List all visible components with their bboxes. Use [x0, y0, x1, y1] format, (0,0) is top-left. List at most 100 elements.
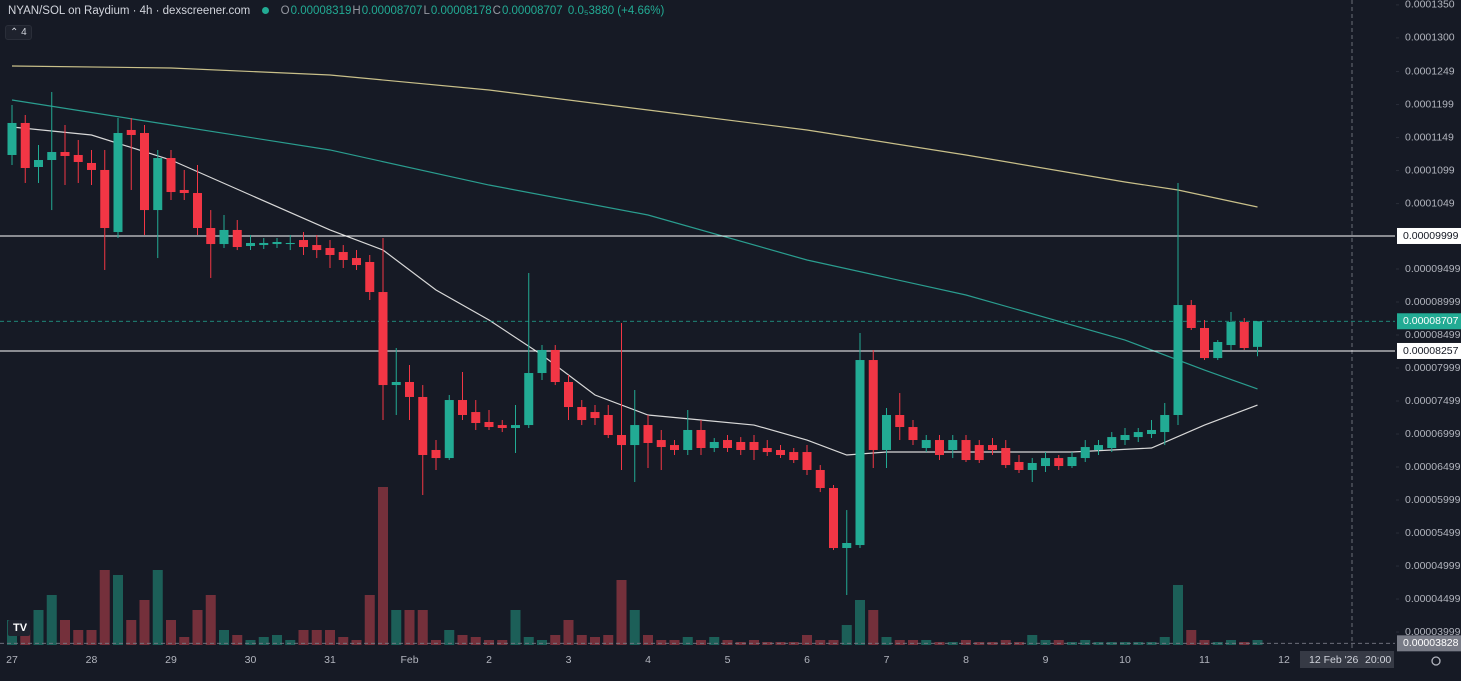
volume-bar — [46, 595, 57, 645]
volume-bar — [431, 640, 441, 645]
candle-body — [776, 449, 785, 456]
volume-bar — [590, 637, 600, 645]
candle-body — [762, 448, 772, 453]
volume-bar — [1159, 637, 1170, 645]
volume-bar — [656, 640, 667, 645]
volume-bar — [629, 610, 640, 645]
candle-body — [1133, 432, 1143, 438]
candle-body — [709, 442, 719, 449]
ohlc-value: 0.00008319 — [290, 5, 352, 17]
price-line-label: 0.00008257 — [1403, 345, 1459, 357]
volume-bar — [550, 635, 561, 645]
candle-body — [1253, 321, 1262, 347]
y-tick-label: 0.00007499 — [1405, 395, 1461, 407]
candle-body — [365, 261, 375, 293]
candle-body — [378, 292, 388, 386]
x-tick-label: 31 — [324, 654, 336, 666]
indicators-toggle[interactable]: ⌃ 4 — [5, 25, 32, 40]
low-marker-label-bg — [1397, 635, 1461, 652]
candle-body — [511, 425, 520, 429]
volume-bar — [855, 600, 865, 645]
candle-body — [524, 373, 534, 426]
price-line-label-bg — [1397, 227, 1461, 244]
ohlc-value: 0.00008707 — [361, 5, 423, 17]
volume-bar — [232, 635, 243, 645]
candle-body — [285, 242, 295, 245]
volume-bar — [33, 610, 44, 645]
y-tick-label: 0.00009499 — [1405, 263, 1461, 275]
x-tick-label: 6 — [804, 654, 810, 666]
candle-body — [630, 425, 640, 446]
volume-bar — [245, 640, 256, 645]
candle-body — [988, 445, 997, 450]
candle-body — [73, 154, 83, 162]
candle-body — [643, 425, 653, 443]
candle-body — [1173, 305, 1183, 416]
candle-body — [1147, 429, 1156, 435]
candle-body — [7, 122, 17, 155]
settings-icon[interactable] — [1431, 656, 1441, 666]
volume-bar — [444, 630, 455, 645]
volume-bar — [1106, 642, 1117, 645]
volume-bar — [325, 630, 335, 645]
volume-bar — [1212, 642, 1223, 645]
moving-average — [11, 99, 1258, 390]
plot — [0, 92, 1395, 644]
x-tick-label: 28 — [86, 654, 98, 666]
volume-bar — [1133, 642, 1144, 645]
candle-body — [1027, 462, 1037, 470]
volume-bar — [285, 640, 296, 645]
candle-body — [789, 452, 799, 461]
y-tick-label: 0.0001300 — [1405, 32, 1455, 44]
candle-body — [802, 452, 812, 470]
ohlc-label: C — [492, 5, 501, 17]
volume-bar — [523, 637, 534, 645]
candle-body — [126, 129, 136, 135]
candle-body — [550, 349, 560, 382]
volume-bar — [722, 640, 733, 645]
candle-body — [656, 440, 666, 448]
candle-body — [882, 415, 891, 450]
candle-body — [431, 449, 441, 459]
volume-bar — [20, 630, 31, 645]
candle-body — [564, 381, 573, 408]
y-tick-label: 0.00008999 — [1405, 296, 1461, 308]
candle-body — [246, 242, 255, 247]
volume-bar — [682, 637, 693, 645]
y-tick-label: 0.00006499 — [1405, 461, 1461, 473]
candle-body — [1120, 435, 1130, 441]
svg-text:TV: TV — [13, 622, 28, 634]
candle-body — [1226, 321, 1236, 346]
candle-body — [855, 360, 865, 546]
ohlc-value: 0.00008707 — [501, 5, 563, 17]
candle-body — [1067, 456, 1077, 467]
volume-bar — [258, 637, 269, 645]
crosshair-label-bg — [1300, 651, 1394, 668]
volume-bar — [537, 640, 547, 645]
volume-bar — [219, 630, 229, 645]
candle-body — [935, 440, 944, 456]
header: NYAN/SOL on Raydium · 4h · dexscreener.c… — [8, 5, 665, 17]
volume-bar — [378, 487, 388, 645]
price-line-label-bg — [1397, 342, 1461, 359]
y-tick-label: 0.0001099 — [1405, 164, 1455, 176]
candle-body — [87, 162, 96, 170]
volume-bar — [616, 580, 627, 645]
volume-bar — [126, 620, 137, 645]
candle-body — [1041, 458, 1050, 467]
candle-body — [140, 133, 149, 211]
volume-bar — [868, 610, 879, 645]
y-tick-label: 0.00005499 — [1405, 527, 1461, 539]
volume-bar — [1093, 642, 1104, 645]
chart-title: NYAN/SOL on Raydium · 4h · dexscreener.c… — [8, 5, 251, 17]
y-tick-label: 0.00006999 — [1405, 428, 1461, 440]
moving-average — [11, 65, 1258, 208]
volume-bar — [1199, 640, 1210, 645]
candle-body — [312, 245, 322, 251]
candle-body — [325, 247, 335, 255]
tradingview-logo: TV — [8, 620, 30, 636]
volume-bar — [457, 635, 468, 645]
volume-bar — [1252, 640, 1263, 645]
change: 0.0₅3880 (+4.66%) — [567, 5, 665, 17]
